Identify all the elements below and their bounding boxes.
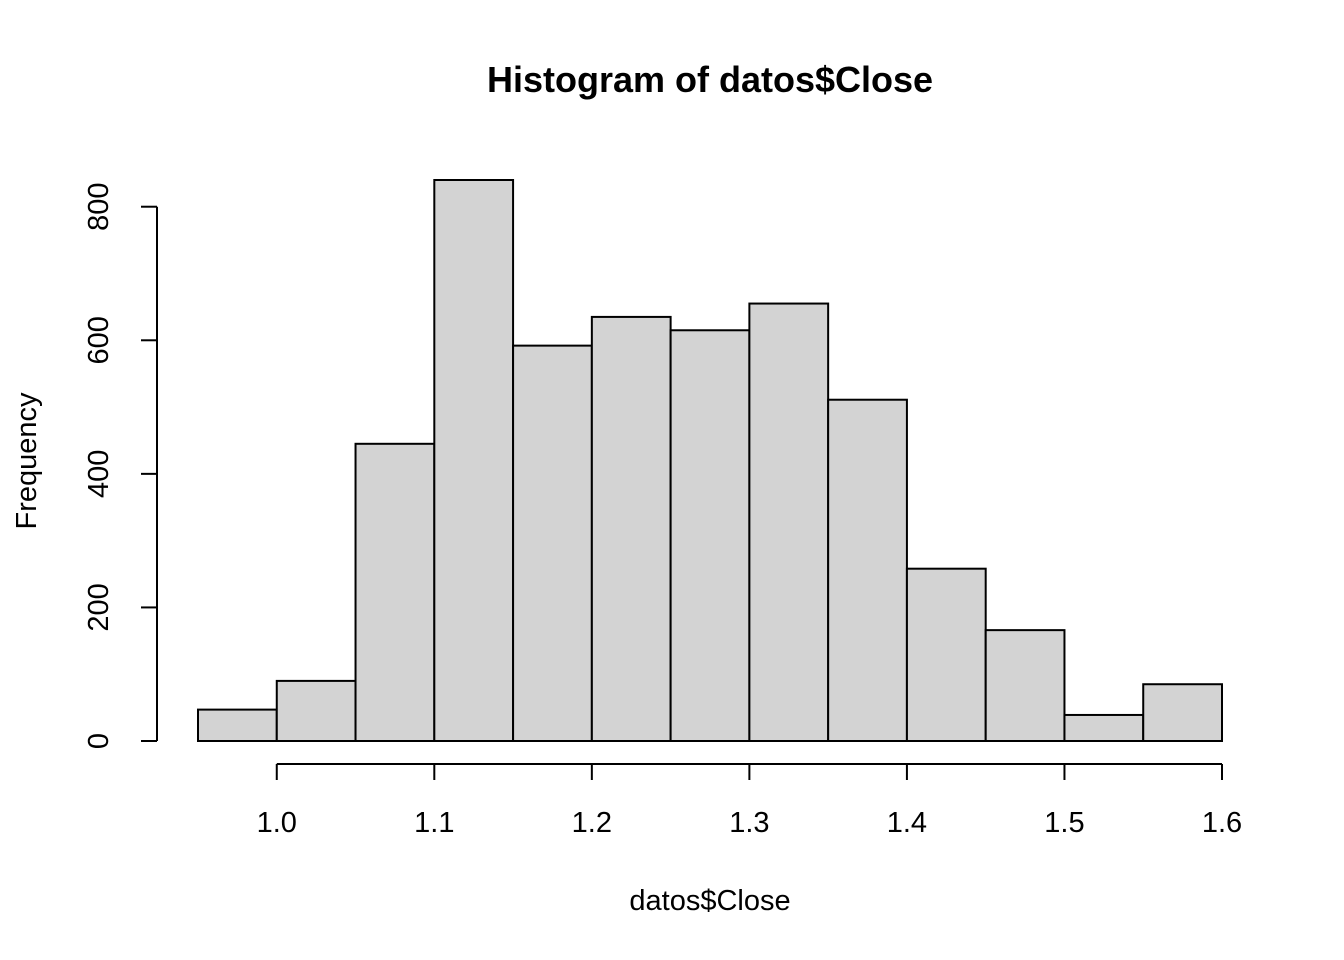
x-tick-label: 1.5 <box>1044 807 1084 839</box>
y-tick-label: 200 <box>83 583 115 631</box>
y-axis-label: Frequency <box>11 392 43 530</box>
y-tick-label: 800 <box>83 183 115 231</box>
x-tick-label: 1.3 <box>729 807 769 839</box>
y-tick-label: 600 <box>83 316 115 364</box>
x-axis: 1.0 1.1 1.2 1.3 1.4 1.5 1.6 <box>257 763 1242 839</box>
x-tick-label: 1.4 <box>887 807 927 839</box>
histogram-bar <box>512 344 593 742</box>
histogram-bar <box>905 567 987 743</box>
histogram-bar <box>669 329 751 742</box>
histogram-bar <box>354 442 436 742</box>
histogram-bar <box>197 708 278 743</box>
y-tick-label: 400 <box>83 450 115 498</box>
x-tick-label: 1.2 <box>572 807 612 839</box>
histogram-bar <box>748 302 830 742</box>
y-tick-label: 0 <box>83 733 115 749</box>
histogram-bar <box>590 315 672 742</box>
histogram-bar <box>275 679 357 743</box>
histogram-bar <box>1142 683 1223 742</box>
y-axis: 0 200 400 600 800 <box>83 183 158 749</box>
histogram-bar <box>433 179 515 742</box>
x-tick-label: 1.0 <box>257 807 297 839</box>
x-tick-label: 1.1 <box>414 807 454 839</box>
histogram-bar <box>827 398 908 742</box>
chart-title: Histogram of datos$Close <box>487 59 933 100</box>
x-tick-label: 1.6 <box>1202 807 1242 839</box>
bars-group <box>197 179 1223 743</box>
histogram-bar <box>1063 713 1145 742</box>
histogram-bar <box>984 629 1066 743</box>
x-axis-label: datos$Close <box>629 885 790 917</box>
